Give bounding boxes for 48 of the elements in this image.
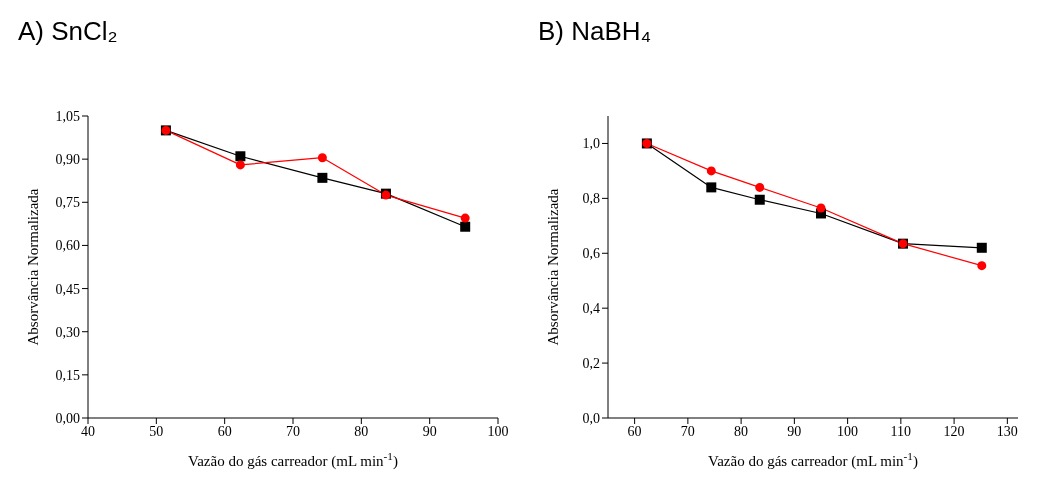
point: [235, 151, 246, 162]
x-tick-label: 110: [890, 423, 912, 439]
chart-title: A) SnCl₂: [18, 16, 118, 47]
point: [706, 182, 717, 193]
x-axis-title: Vazão do gás carreador (mL min$^{-1}$): [708, 450, 918, 470]
point: [754, 194, 765, 205]
y-tick-label: 1,05: [55, 108, 80, 124]
y-tick-label: 0,15: [55, 367, 80, 383]
y-axis-title: Absorvância Normalizada: [545, 188, 562, 346]
y-tick-label: 0,4: [582, 301, 600, 317]
x-tick-label: 40: [81, 423, 95, 439]
point: [816, 203, 826, 213]
point: [460, 213, 470, 223]
chart-title: B) NaBH₄: [538, 16, 652, 47]
point: [977, 261, 987, 271]
x-tick-label: 50: [149, 423, 164, 439]
x-tick-label: 60: [627, 423, 642, 439]
point: [235, 160, 245, 170]
point: [706, 166, 716, 176]
x-tick-label: 130: [996, 423, 1018, 439]
y-tick-label: 0,75: [55, 195, 80, 211]
y-tick-label: 0,30: [55, 324, 80, 340]
x-tick-label: 120: [943, 423, 965, 439]
x-tick-label: 70: [286, 423, 300, 439]
x-tick-label: 100: [837, 423, 859, 439]
x-tick-label: 90: [422, 423, 437, 439]
y-tick-label: 0,6: [582, 246, 600, 262]
y-tick-label: 0,90: [55, 152, 80, 168]
y-tick-label: 1,0: [582, 136, 600, 152]
point: [460, 221, 471, 232]
y-axis-title: Absorvância Normalizada: [25, 188, 42, 346]
x-tick-label: 100: [487, 423, 509, 439]
x-tick-label: 60: [217, 423, 232, 439]
y-tick-label: 0,45: [55, 281, 80, 297]
y-tick-label: 0,2: [582, 356, 600, 372]
point: [317, 153, 327, 163]
x-axis-title: Vazão do gás carreador (mL min$^{-1}$): [188, 450, 398, 470]
x-tick-label: 80: [734, 423, 749, 439]
x-tick-label: 80: [354, 423, 369, 439]
y-tick-label: 0,8: [582, 191, 600, 207]
y-tick-label: 0,00: [55, 410, 80, 426]
point: [317, 172, 328, 183]
point: [755, 182, 765, 192]
x-tick-label: 70: [680, 423, 695, 439]
y-tick-label: 0,60: [55, 238, 80, 254]
x-tick-label: 90: [787, 423, 802, 439]
y-tick-label: 0,0: [582, 410, 600, 426]
point: [976, 242, 987, 253]
